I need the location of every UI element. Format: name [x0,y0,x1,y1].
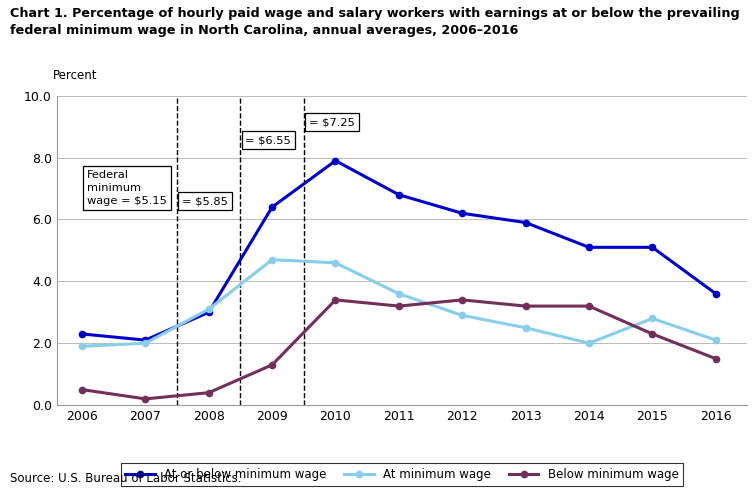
Text: Percent: Percent [53,69,97,82]
Text: Chart 1. Percentage of hourly paid wage and salary workers with earnings at or b: Chart 1. Percentage of hourly paid wage … [10,7,740,20]
Text: Source: U.S. Bureau of Labor Statistics.: Source: U.S. Bureau of Labor Statistics. [10,472,242,485]
Text: = $5.85: = $5.85 [182,196,228,206]
Legend: At or below minimum wage, At minimum wage, Below minimum wage: At or below minimum wage, At minimum wag… [121,464,683,486]
Text: = $6.55: = $6.55 [245,136,291,145]
Text: = $7.25: = $7.25 [309,117,355,127]
Text: federal minimum wage in North Carolina, annual averages, 2006–2016: federal minimum wage in North Carolina, … [10,24,518,36]
Text: Federal
minimum
wage = $5.15: Federal minimum wage = $5.15 [87,170,167,206]
